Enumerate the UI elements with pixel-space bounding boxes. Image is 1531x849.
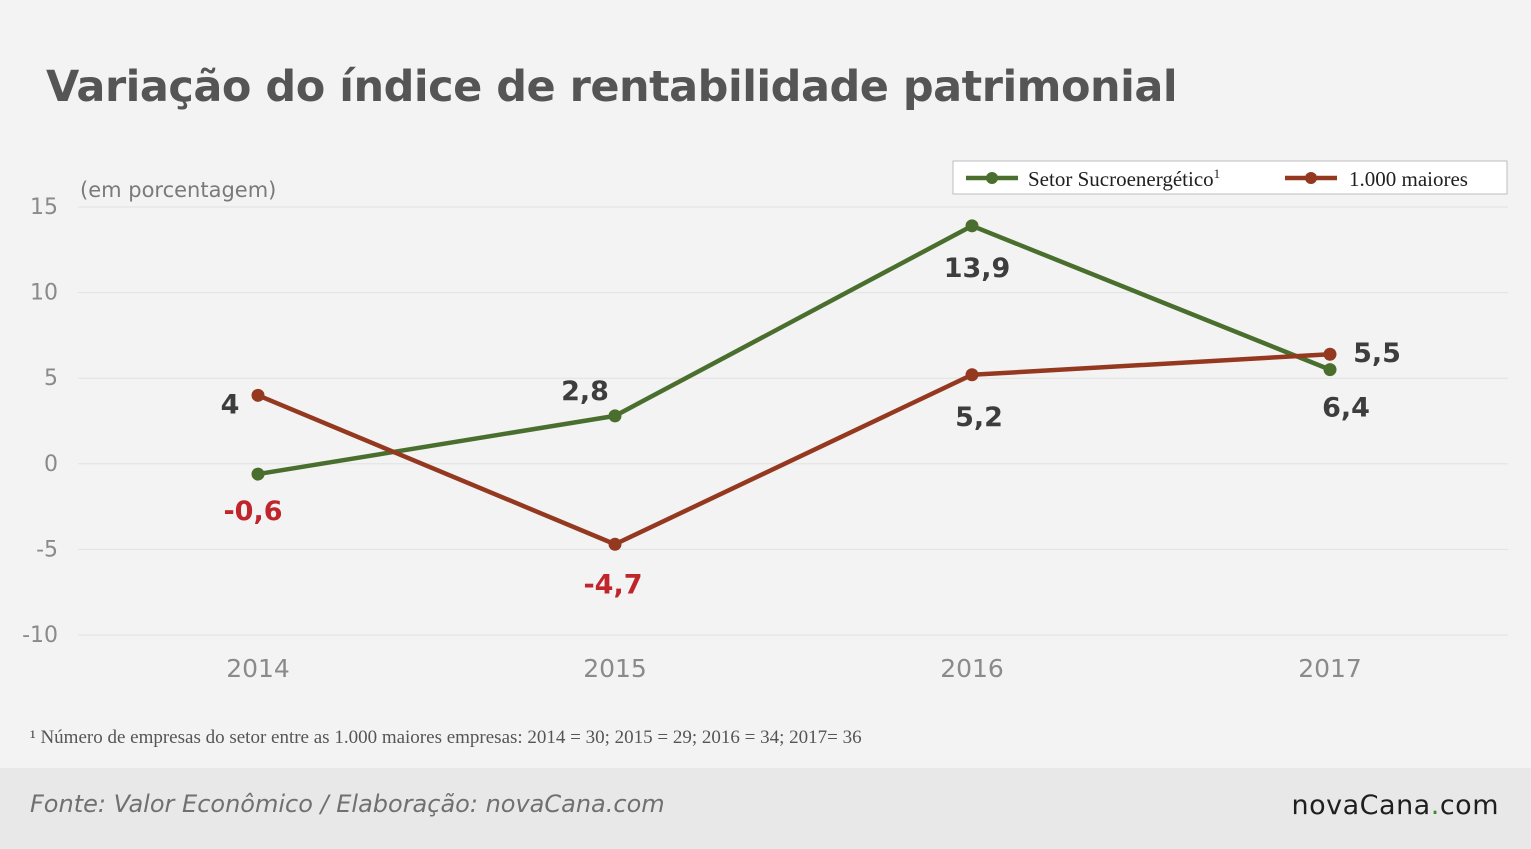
series-line — [257, 351, 1331, 547]
y-tick-label: -5 — [36, 537, 58, 562]
data-point — [965, 368, 979, 382]
brand-name: novaCana — [1291, 790, 1431, 821]
x-tick-label: 2015 — [583, 654, 647, 683]
y-unit-note: (em porcentagem) — [80, 178, 276, 202]
series-line — [257, 223, 1331, 477]
y-tick-label: -10 — [22, 623, 58, 648]
brand-tld: com — [1439, 790, 1499, 821]
brand-dot: . — [1430, 790, 1440, 821]
data-label: 2,8 — [561, 376, 609, 407]
data-label: -0,6 — [223, 496, 282, 527]
data-point — [965, 219, 979, 233]
data-point — [251, 467, 265, 481]
legend-box — [952, 160, 1508, 195]
x-tick-label: 2016 — [940, 654, 1004, 683]
legend-marker — [1305, 172, 1317, 184]
y-tick-label: 5 — [44, 366, 58, 391]
data-label: 4 — [221, 389, 240, 420]
y-tick-label: 15 — [30, 195, 58, 220]
y-tick-label: 0 — [44, 452, 58, 477]
data-point — [1323, 347, 1337, 361]
data-label: 5,2 — [955, 402, 1003, 433]
data-label: -4,7 — [583, 569, 642, 600]
data-point — [608, 537, 622, 551]
chart-title: Variação do índice de rentabilidade patr… — [46, 62, 1178, 112]
legend-label: Setor Sucroenergético1 — [1028, 166, 1220, 191]
legend-marker — [986, 172, 998, 184]
y-tick-label: 10 — [30, 281, 58, 306]
footnote: ¹ Número de empresas do setor entre as 1… — [30, 727, 862, 748]
data-point — [251, 388, 265, 402]
source-credit: Fonte: Valor Econômico / Elaboração: nov… — [30, 790, 665, 818]
data-label: 13,9 — [944, 253, 1011, 284]
x-tick-label: 2014 — [226, 654, 290, 683]
data-point — [1323, 363, 1337, 377]
footer-bar: Fonte: Valor Econômico / Elaboração: nov… — [0, 768, 1531, 849]
brand-logo: novaCana.com — [1292, 790, 1499, 821]
line-chart: 15 10 5 0 -5 -10 (em porcentagem) 2014 2015 2016 2… — [22, 160, 1508, 683]
data-label: 5,5 — [1353, 338, 1401, 369]
legend-label: 1.000 maiores — [1349, 167, 1468, 191]
x-tick-label: 2017 — [1298, 654, 1362, 683]
data-label: 6,4 — [1322, 393, 1370, 424]
data-point — [608, 409, 622, 423]
